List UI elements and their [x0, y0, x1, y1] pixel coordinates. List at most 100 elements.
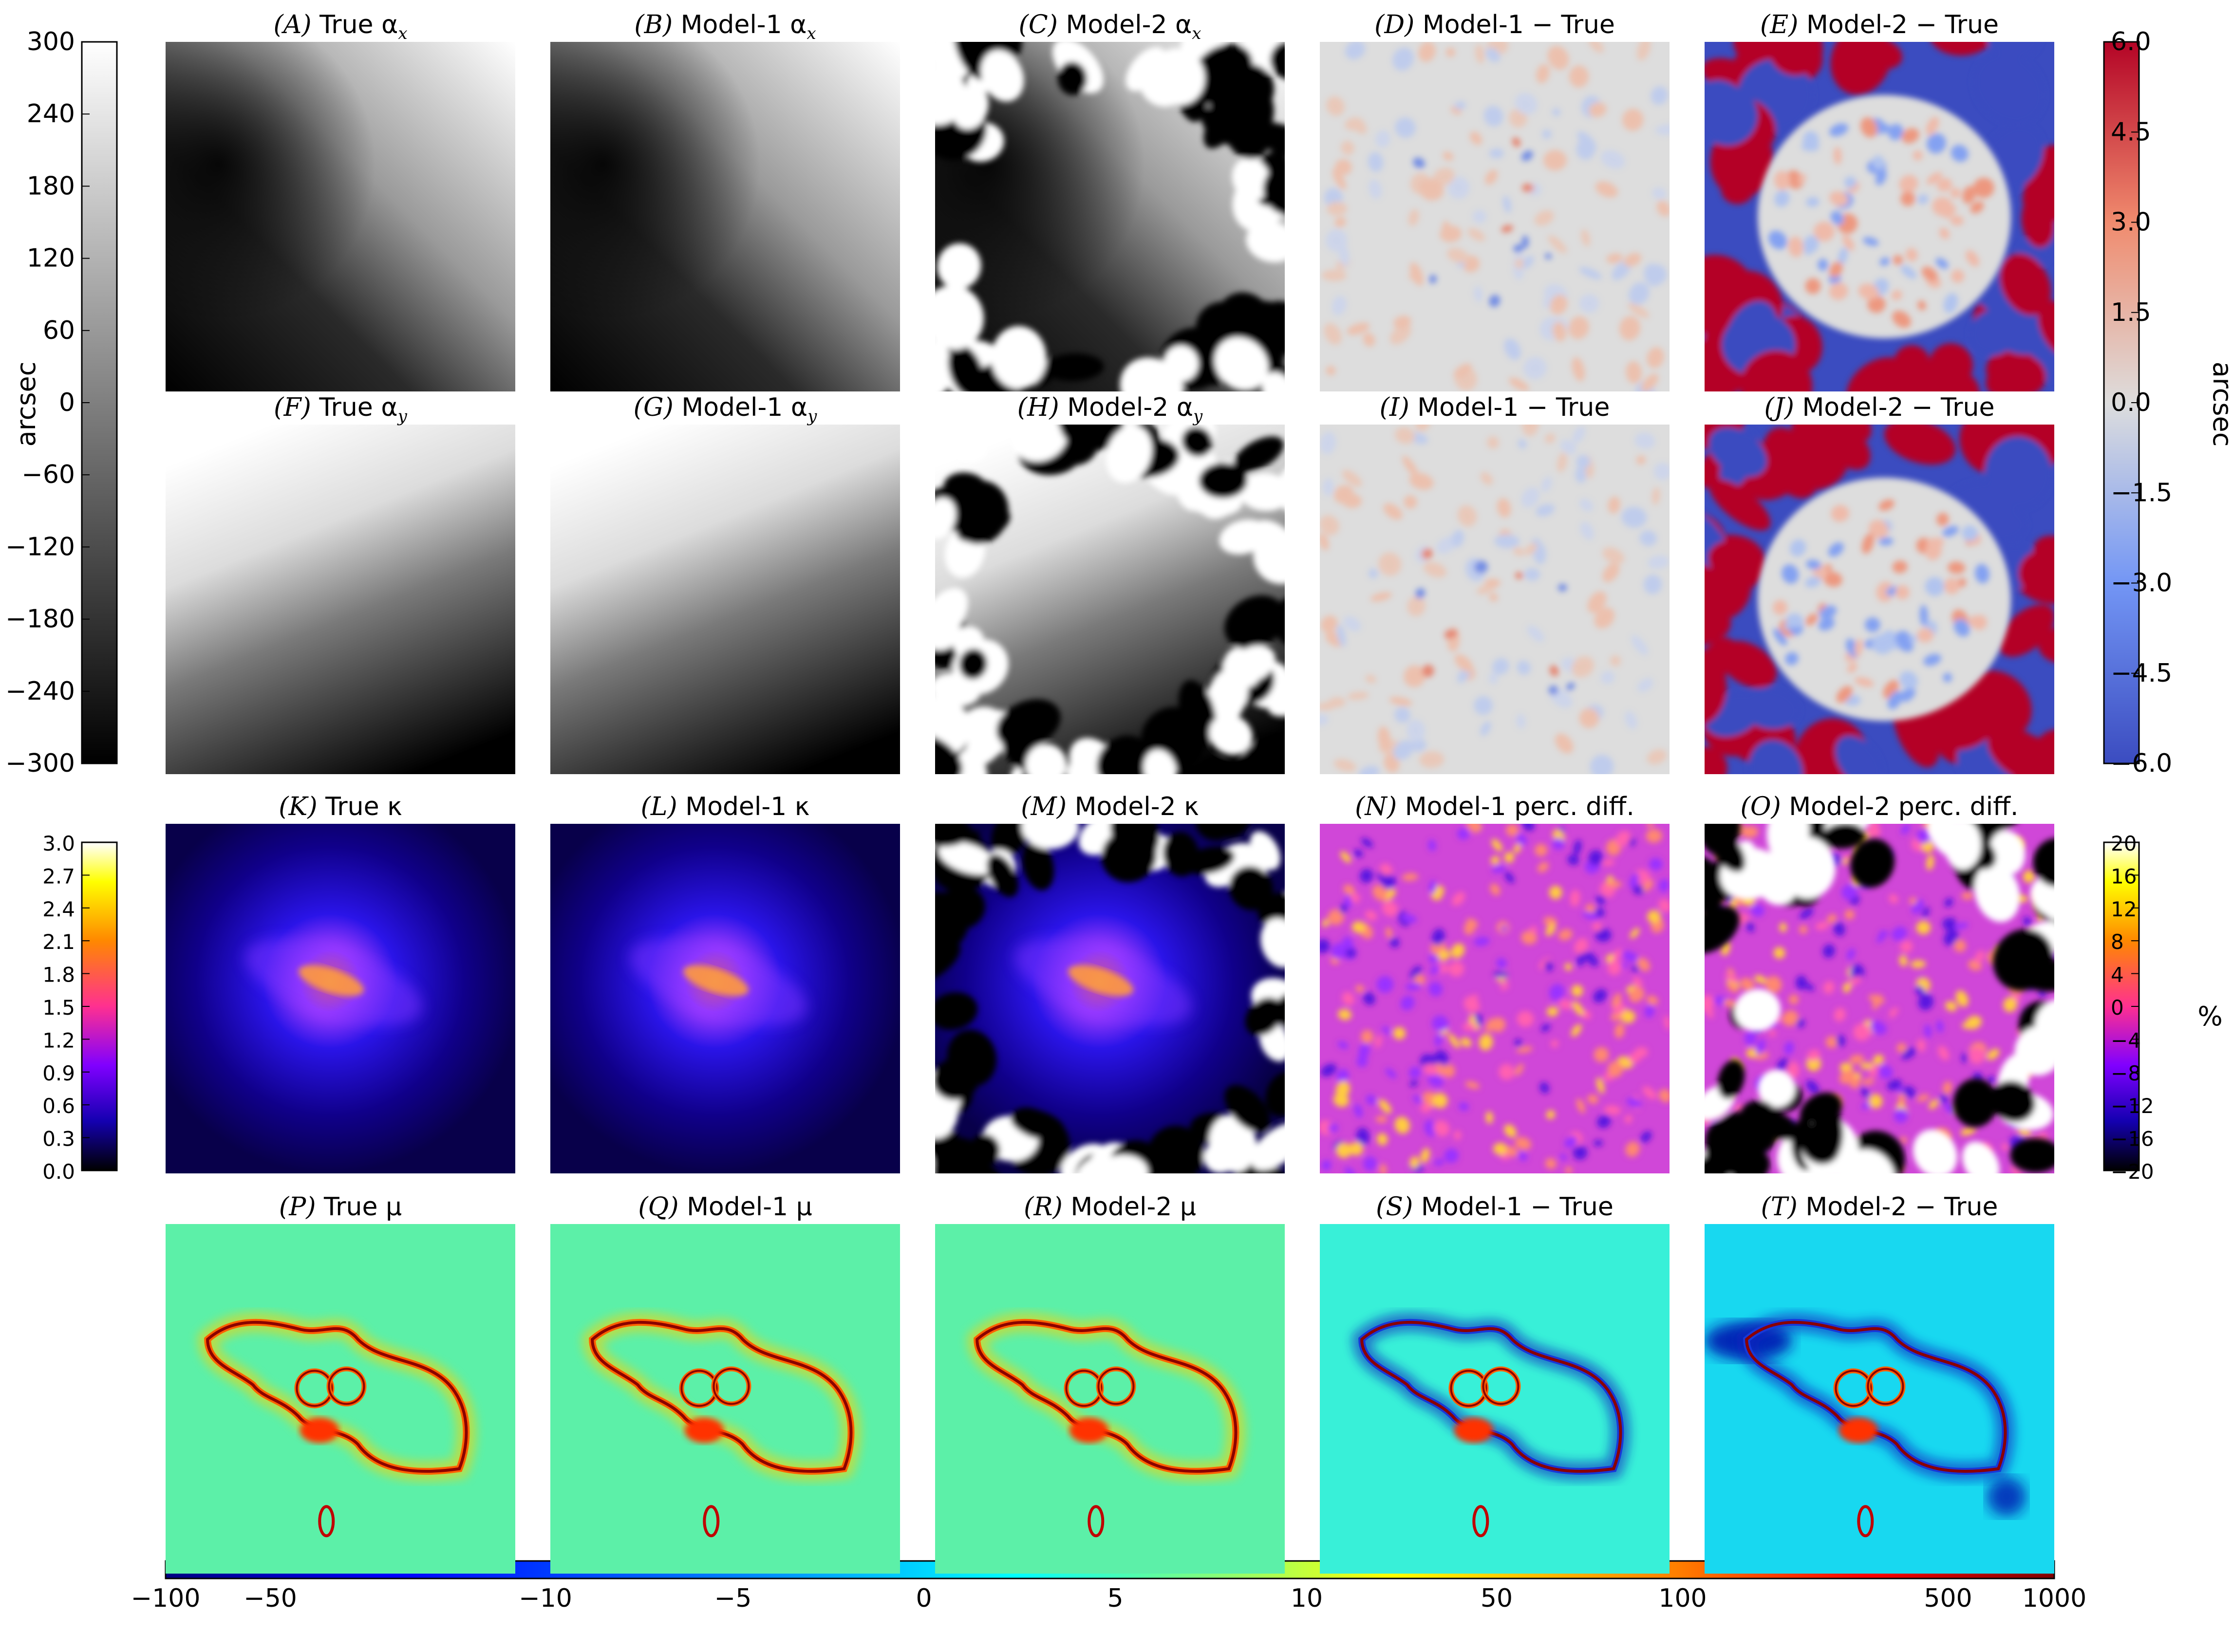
field-blob [1368, 152, 1384, 172]
field-blob [1543, 150, 1567, 171]
field-blob [1751, 904, 1764, 917]
field-blob [1622, 109, 1644, 131]
field-blob [1353, 849, 1363, 857]
field-blob [1489, 148, 1504, 159]
field-blob [1381, 875, 1396, 889]
field-blob [1431, 928, 1445, 946]
field-blob [1234, 1160, 1285, 1173]
field-blob [1795, 975, 1807, 990]
colorbar-tick-label: 16 [2111, 864, 2137, 888]
colorbar-tick-label: 2.4 [42, 897, 75, 921]
field-blob [1523, 356, 1547, 379]
colorbar-tick-label: −300 [5, 749, 75, 778]
field-blob [1842, 235, 1855, 251]
field-blob [1596, 1115, 1611, 1129]
field-blob [1401, 913, 1417, 923]
colorbar-tick-label: 0 [2111, 996, 2124, 1020]
field-blob [1788, 236, 1803, 258]
field-blob [937, 243, 981, 289]
field-blob [1581, 229, 1591, 247]
panel-title: (P) True μ [279, 1192, 402, 1222]
field-blob [1870, 824, 1879, 828]
field-blob [1973, 177, 1994, 198]
colorbar-tick-label: 100 [1658, 1584, 1707, 1613]
field-blob [1370, 592, 1392, 602]
field-blob [1493, 1143, 1508, 1155]
field-blob [1247, 752, 1285, 774]
field-blob [1356, 1055, 1368, 1068]
field-blob [1460, 1038, 1472, 1047]
field-blob [1893, 255, 1903, 265]
field-blob [1363, 1156, 1377, 1171]
field-blob [1647, 347, 1664, 369]
field-blob [1622, 951, 1639, 963]
field-blob [1576, 1098, 1585, 1114]
field-blob [1572, 656, 1594, 678]
colorbar-tick-label: 240 [27, 99, 75, 129]
field-blob [1861, 533, 1874, 554]
field-blob [1368, 568, 1378, 579]
field-blob [1647, 749, 1667, 764]
colorbar-tick-label: −180 [5, 605, 75, 634]
field-blob [1867, 296, 1886, 313]
colorbar-tick-label: 0 [916, 1584, 932, 1613]
field-blob [1504, 872, 1515, 883]
field-blob [1484, 578, 1501, 587]
panel-image [935, 425, 1285, 774]
field-blob [1846, 357, 1914, 391]
field-blob [1524, 568, 1540, 581]
field-blob [987, 854, 1018, 897]
panel-d: (D) Model-1 − True [1320, 10, 1670, 391]
field-blob [1386, 927, 1392, 939]
field-blob [1454, 654, 1473, 672]
field-blob [1916, 1039, 1926, 1052]
field-blob [1423, 1063, 1438, 1076]
field-blob [1589, 42, 1604, 53]
colorbar-tick-label: 0.9 [42, 1061, 75, 1085]
field-blob [1944, 1103, 1956, 1114]
field-blob [1178, 680, 1217, 746]
panel-title: (R) Model-2 μ [1024, 1192, 1196, 1222]
field-blob [1831, 505, 1849, 522]
field-blob [1758, 1069, 1796, 1108]
field-blob [1452, 891, 1465, 906]
field-blob [1527, 625, 1544, 642]
field-blob [1921, 266, 1938, 281]
field-blob [1433, 1120, 1450, 1136]
field-blob [1573, 1146, 1588, 1160]
field-blob [1443, 1064, 1455, 1077]
field-blob [954, 42, 990, 80]
field-blob [1610, 655, 1621, 667]
field-blob [1567, 854, 1579, 866]
field-blob [1021, 824, 1079, 849]
field-blob [1411, 739, 1426, 752]
field-blob [1644, 1004, 1655, 1018]
field-blob [1558, 999, 1572, 1010]
field-blob [1489, 593, 1498, 602]
field-blob [1943, 929, 1959, 946]
field-blob [1773, 947, 1785, 959]
field-blob [1806, 197, 1820, 207]
panel-t: (T) Model-2 − True [1705, 1192, 2054, 1574]
field-blob [1612, 993, 1622, 1008]
field-blob [1203, 1139, 1239, 1173]
field-blob [1451, 530, 1464, 547]
colorbar-tick-label: 0.3 [42, 1127, 75, 1151]
field-blob [1705, 650, 1727, 725]
field-blob [1251, 1122, 1285, 1170]
field-blob [1740, 687, 1800, 729]
colorbar-tick-label: 3.0 [2111, 208, 2151, 237]
field-blob [1917, 300, 1926, 311]
field-blob [1646, 995, 1658, 1005]
field-blob [1926, 854, 1934, 871]
field-blob [1823, 981, 1835, 994]
field-blob [2003, 997, 2018, 1012]
field-blob [1900, 191, 1915, 206]
field-blob [1518, 439, 1527, 449]
field-blob [1320, 1063, 1337, 1077]
colorbar-tick-label: 0 [59, 388, 75, 417]
field-blob [1275, 993, 1285, 1031]
field-blob [1577, 131, 1597, 151]
field-blob [1419, 178, 1444, 201]
field-blob [1606, 954, 1614, 963]
